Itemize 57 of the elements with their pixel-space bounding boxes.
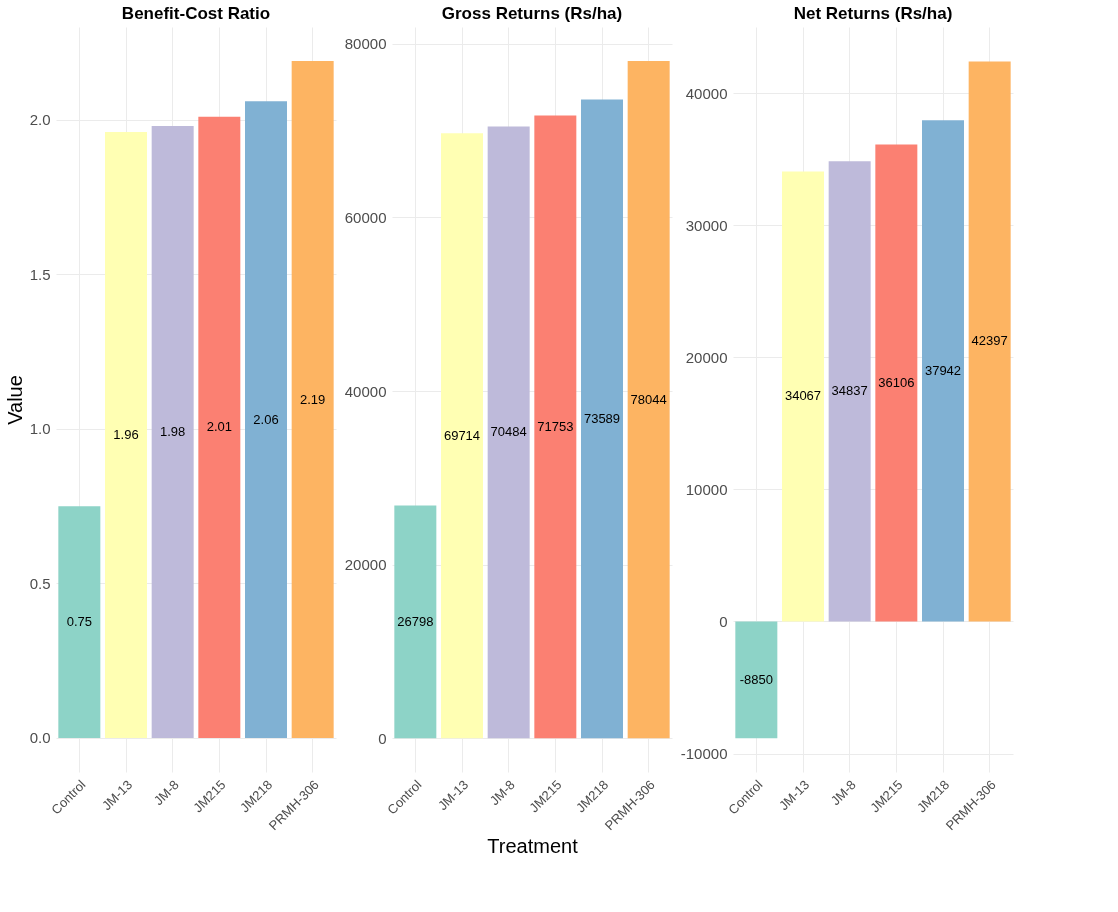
data-label: 34067: [784, 388, 822, 404]
data-label: 2.06: [253, 411, 279, 427]
data-label: 0.75: [66, 614, 92, 630]
y-tick-label: 80000: [344, 35, 387, 53]
data-label: 42397: [971, 333, 1008, 349]
bar: [581, 99, 623, 739]
y-tick-label: 0.0: [29, 729, 51, 747]
y-tick-label: 0.5: [29, 574, 51, 592]
y-tick-label: 10000: [685, 480, 728, 498]
bar: [968, 61, 1011, 622]
chart-title: Net Returns (Rs/ha): [793, 4, 953, 23]
y-tick-label: 30000: [685, 216, 728, 234]
data-label: 37942: [924, 362, 962, 378]
bar: [922, 120, 964, 622]
bar: [487, 126, 530, 739]
bar: [828, 161, 871, 622]
bar: [441, 133, 483, 739]
bar: [198, 116, 241, 738]
y-tick-label: 1.0: [29, 420, 51, 438]
y-tick-label: 40000: [344, 382, 387, 400]
data-label: 2.19: [300, 391, 326, 407]
y-tick-label: 20000: [344, 556, 387, 574]
y-tick-label: 0: [378, 729, 387, 747]
chart-title: Gross Returns (Rs/ha): [441, 4, 623, 23]
y-tick-label: 40000: [685, 84, 728, 102]
bar: [875, 144, 918, 622]
data-label: 34837: [831, 383, 868, 399]
data-label: 26798: [397, 613, 434, 629]
y-tick-label: 60000: [344, 208, 387, 226]
data-label: 1.98: [160, 423, 186, 439]
bar: [394, 505, 437, 739]
data-label: 69714: [443, 427, 481, 443]
y-tick-label: 0: [719, 612, 728, 630]
bar: [782, 171, 824, 622]
y-tick-label: 2.0: [29, 111, 51, 129]
data-label: 78044: [630, 391, 667, 407]
data-label: 2.01: [206, 419, 232, 435]
bar: [105, 132, 147, 738]
data-label: 36106: [878, 374, 915, 390]
y-tick-label: 20000: [685, 348, 728, 366]
bar: [58, 506, 101, 738]
x-axis-title: Treatment: [487, 835, 579, 858]
data-label: -8850: [739, 671, 773, 687]
chart-title: Benefit-Cost Ratio: [121, 4, 271, 23]
y-tick-label: -10000: [680, 745, 728, 763]
y-tick-label: 1.5: [29, 265, 51, 283]
y-axis-title: Value: [3, 375, 26, 425]
bar: [151, 125, 194, 738]
bar: [627, 60, 670, 739]
data-label: 71753: [537, 418, 574, 434]
data-label: 73589: [583, 410, 621, 426]
bar: [534, 115, 577, 739]
bar: [291, 61, 334, 738]
bar: [735, 621, 778, 739]
bar: [245, 101, 287, 738]
data-label: 70484: [490, 424, 527, 440]
data-label: 1.96: [113, 427, 139, 443]
